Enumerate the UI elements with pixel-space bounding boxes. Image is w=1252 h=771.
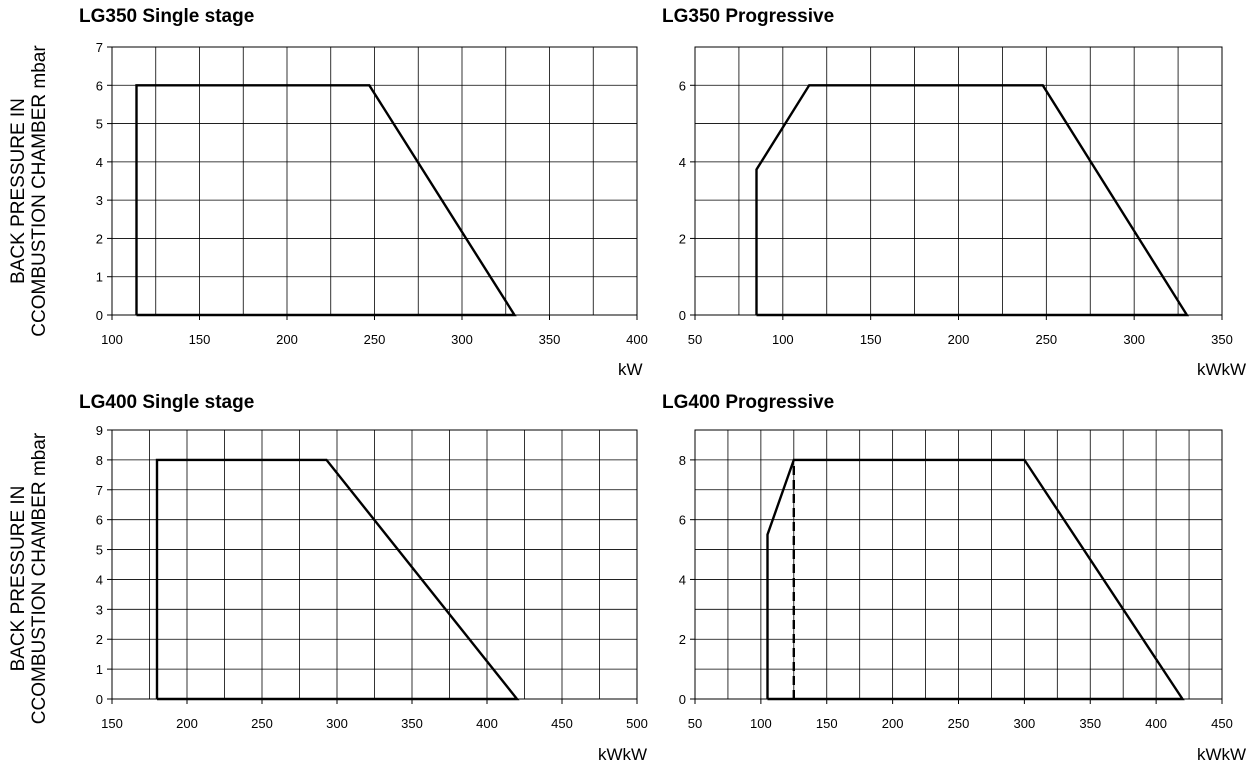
y-tick-label: 4 (679, 155, 686, 170)
y-tick-label: 7 (96, 40, 103, 55)
x-tick-label: 300 (1014, 716, 1036, 731)
y-tick-label: 6 (96, 78, 103, 93)
x-tick-label: 450 (1211, 716, 1233, 731)
chart-title-lg400-progressive: LG400 Progressive (662, 392, 835, 413)
y-tick-label: 4 (679, 572, 686, 587)
chart-title-lg400-single: LG400 Single stage (79, 392, 255, 413)
y-tick-label: 0 (96, 308, 103, 323)
x-tick-label: 200 (882, 716, 904, 731)
y-tick-label: 6 (679, 513, 686, 528)
x-unit-lg400-progressive: kWkW (1197, 745, 1247, 764)
x-tick-label: 150 (189, 332, 211, 347)
x-tick-label: 250 (251, 716, 273, 731)
y-tick-label: 3 (96, 602, 103, 617)
series-line (135, 84, 517, 317)
x-unit-lg400-single: kWkW (598, 745, 648, 764)
x-tick-label: 350 (401, 716, 423, 731)
x-tick-label: 200 (176, 716, 198, 731)
y-tick-label: 5 (96, 543, 103, 558)
x-tick-label: 200 (948, 332, 970, 347)
x-tick-label: 250 (948, 716, 970, 731)
y-tick-label: 4 (96, 155, 103, 170)
y-tick-label: 7 (96, 483, 103, 498)
y-tick-label: 2 (679, 632, 686, 647)
y-tick-label: 2 (96, 231, 103, 246)
y-tick-label: 0 (96, 692, 103, 707)
y-tick-label: 3 (96, 193, 103, 208)
chart-title-lg350-progressive: LG350 Progressive (662, 6, 835, 27)
x-tick-label: 100 (772, 332, 794, 347)
series-line (766, 458, 1185, 701)
series-line (755, 84, 1190, 317)
x-tick-label: 100 (101, 332, 123, 347)
y-tick-label: 2 (679, 231, 686, 246)
x-tick-label: 400 (626, 332, 648, 347)
x-tick-label: 250 (1035, 332, 1057, 347)
x-tick-label: 50 (688, 716, 702, 731)
x-tick-label: 450 (551, 716, 573, 731)
y-tick-label: 9 (96, 423, 103, 438)
x-tick-label: 350 (1211, 332, 1233, 347)
x-tick-label: 300 (326, 716, 348, 731)
x-tick-label: 500 (626, 716, 648, 731)
y-tick-label: 4 (96, 572, 103, 587)
y-tick-label: 1 (96, 662, 103, 677)
x-tick-label: 100 (750, 716, 772, 731)
x-tick-label: 300 (1123, 332, 1145, 347)
y-tick-label: 0 (679, 692, 686, 707)
series-line (155, 458, 520, 701)
y-tick-label: 6 (679, 78, 686, 93)
x-tick-label: 400 (1145, 716, 1167, 731)
x-tick-label: 200 (276, 332, 298, 347)
y-tick-label: 8 (96, 453, 103, 468)
x-tick-label: 150 (101, 716, 123, 731)
x-tick-label: 400 (476, 716, 498, 731)
x-tick-label: 150 (860, 332, 882, 347)
x-unit-lg350-progressive: kWkW (1197, 360, 1247, 379)
x-tick-label: 300 (451, 332, 473, 347)
y-tick-label: 8 (679, 453, 686, 468)
y-tick-label: 6 (96, 513, 103, 528)
y-tick-label: 0 (679, 308, 686, 323)
x-tick-label: 250 (364, 332, 386, 347)
x-tick-label: 50 (688, 332, 702, 347)
x-unit-lg350-single: kW (618, 360, 643, 379)
y-tick-label: 1 (96, 270, 103, 285)
x-tick-label: 350 (1079, 716, 1101, 731)
chart-title-lg350-single: LG350 Single stage (79, 6, 255, 27)
x-tick-label: 350 (539, 332, 561, 347)
y-tick-label: 2 (96, 632, 103, 647)
y-tick-label: 5 (96, 117, 103, 132)
x-tick-label: 150 (816, 716, 838, 731)
